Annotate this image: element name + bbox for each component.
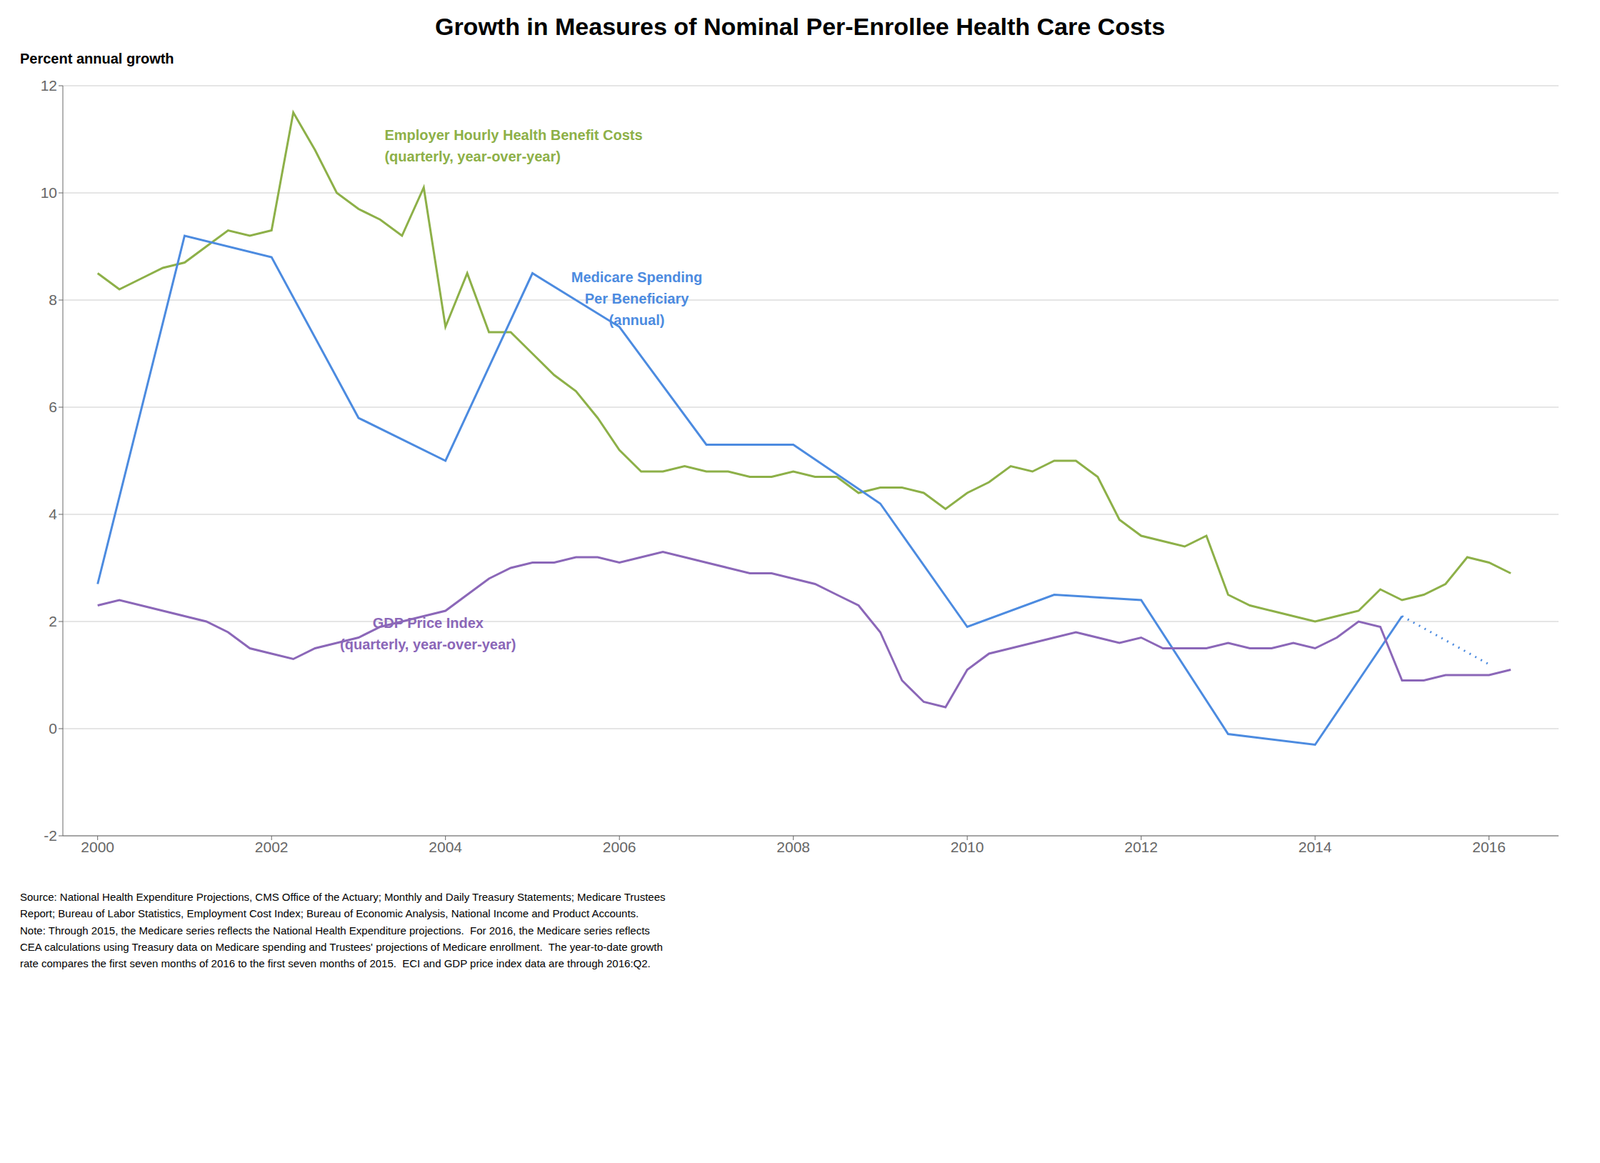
svg-text:2012: 2012 [1124, 838, 1158, 855]
svg-text:10: 10 [40, 184, 58, 201]
svg-text:6: 6 [48, 398, 58, 415]
svg-text:2002: 2002 [255, 838, 289, 855]
svg-text:2014: 2014 [1298, 838, 1333, 855]
html-text:rate compares the first seven: rate compares the first seven months of … [20, 957, 651, 970]
html-text:Percent annual growth: Percent annual growth [20, 50, 174, 67]
svg-text:12: 12 [40, 77, 58, 94]
html-text:Growth in Measures of Nominal: Growth in Measures of Nominal Per-Enroll… [434, 12, 1166, 40]
svg-text:2: 2 [48, 612, 58, 630]
svg-text:GDP Price Index(quarterly, yea: GDP Price Index(quarterly, year-over-yea… [340, 615, 516, 653]
svg-text:8: 8 [48, 291, 58, 308]
svg-text:4: 4 [48, 505, 58, 523]
html-text:CEA calculations using Treasur: CEA calculations using Treasury data on … [20, 940, 663, 953]
svg-text:0: 0 [48, 720, 58, 737]
svg-text:-2: -2 [43, 827, 58, 844]
svg-text:Employer Hourly Health Benefit: Employer Hourly Health Benefit Costs(qua… [384, 127, 643, 165]
svg-text:2006: 2006 [602, 838, 637, 855]
svg-text:2010: 2010 [950, 838, 985, 855]
html-text:Report; Bureau of Labor Statis: Report; Bureau of Labor Statistics, Empl… [20, 907, 639, 920]
svg-text:2000: 2000 [80, 838, 115, 855]
html-text:Source: National Health Expend: Source: National Health Expenditure Proj… [20, 890, 666, 903]
svg-text:2008: 2008 [776, 838, 810, 855]
svg-text:2016: 2016 [1472, 838, 1506, 855]
svg-text:2004: 2004 [428, 838, 463, 855]
svg-text:Medicare SpendingPer Beneficia: Medicare SpendingPer Beneficiary(annual) [571, 269, 703, 328]
html-text:Note: Through 2015, the Medica: Note: Through 2015, the Medicare series … [20, 923, 650, 937]
